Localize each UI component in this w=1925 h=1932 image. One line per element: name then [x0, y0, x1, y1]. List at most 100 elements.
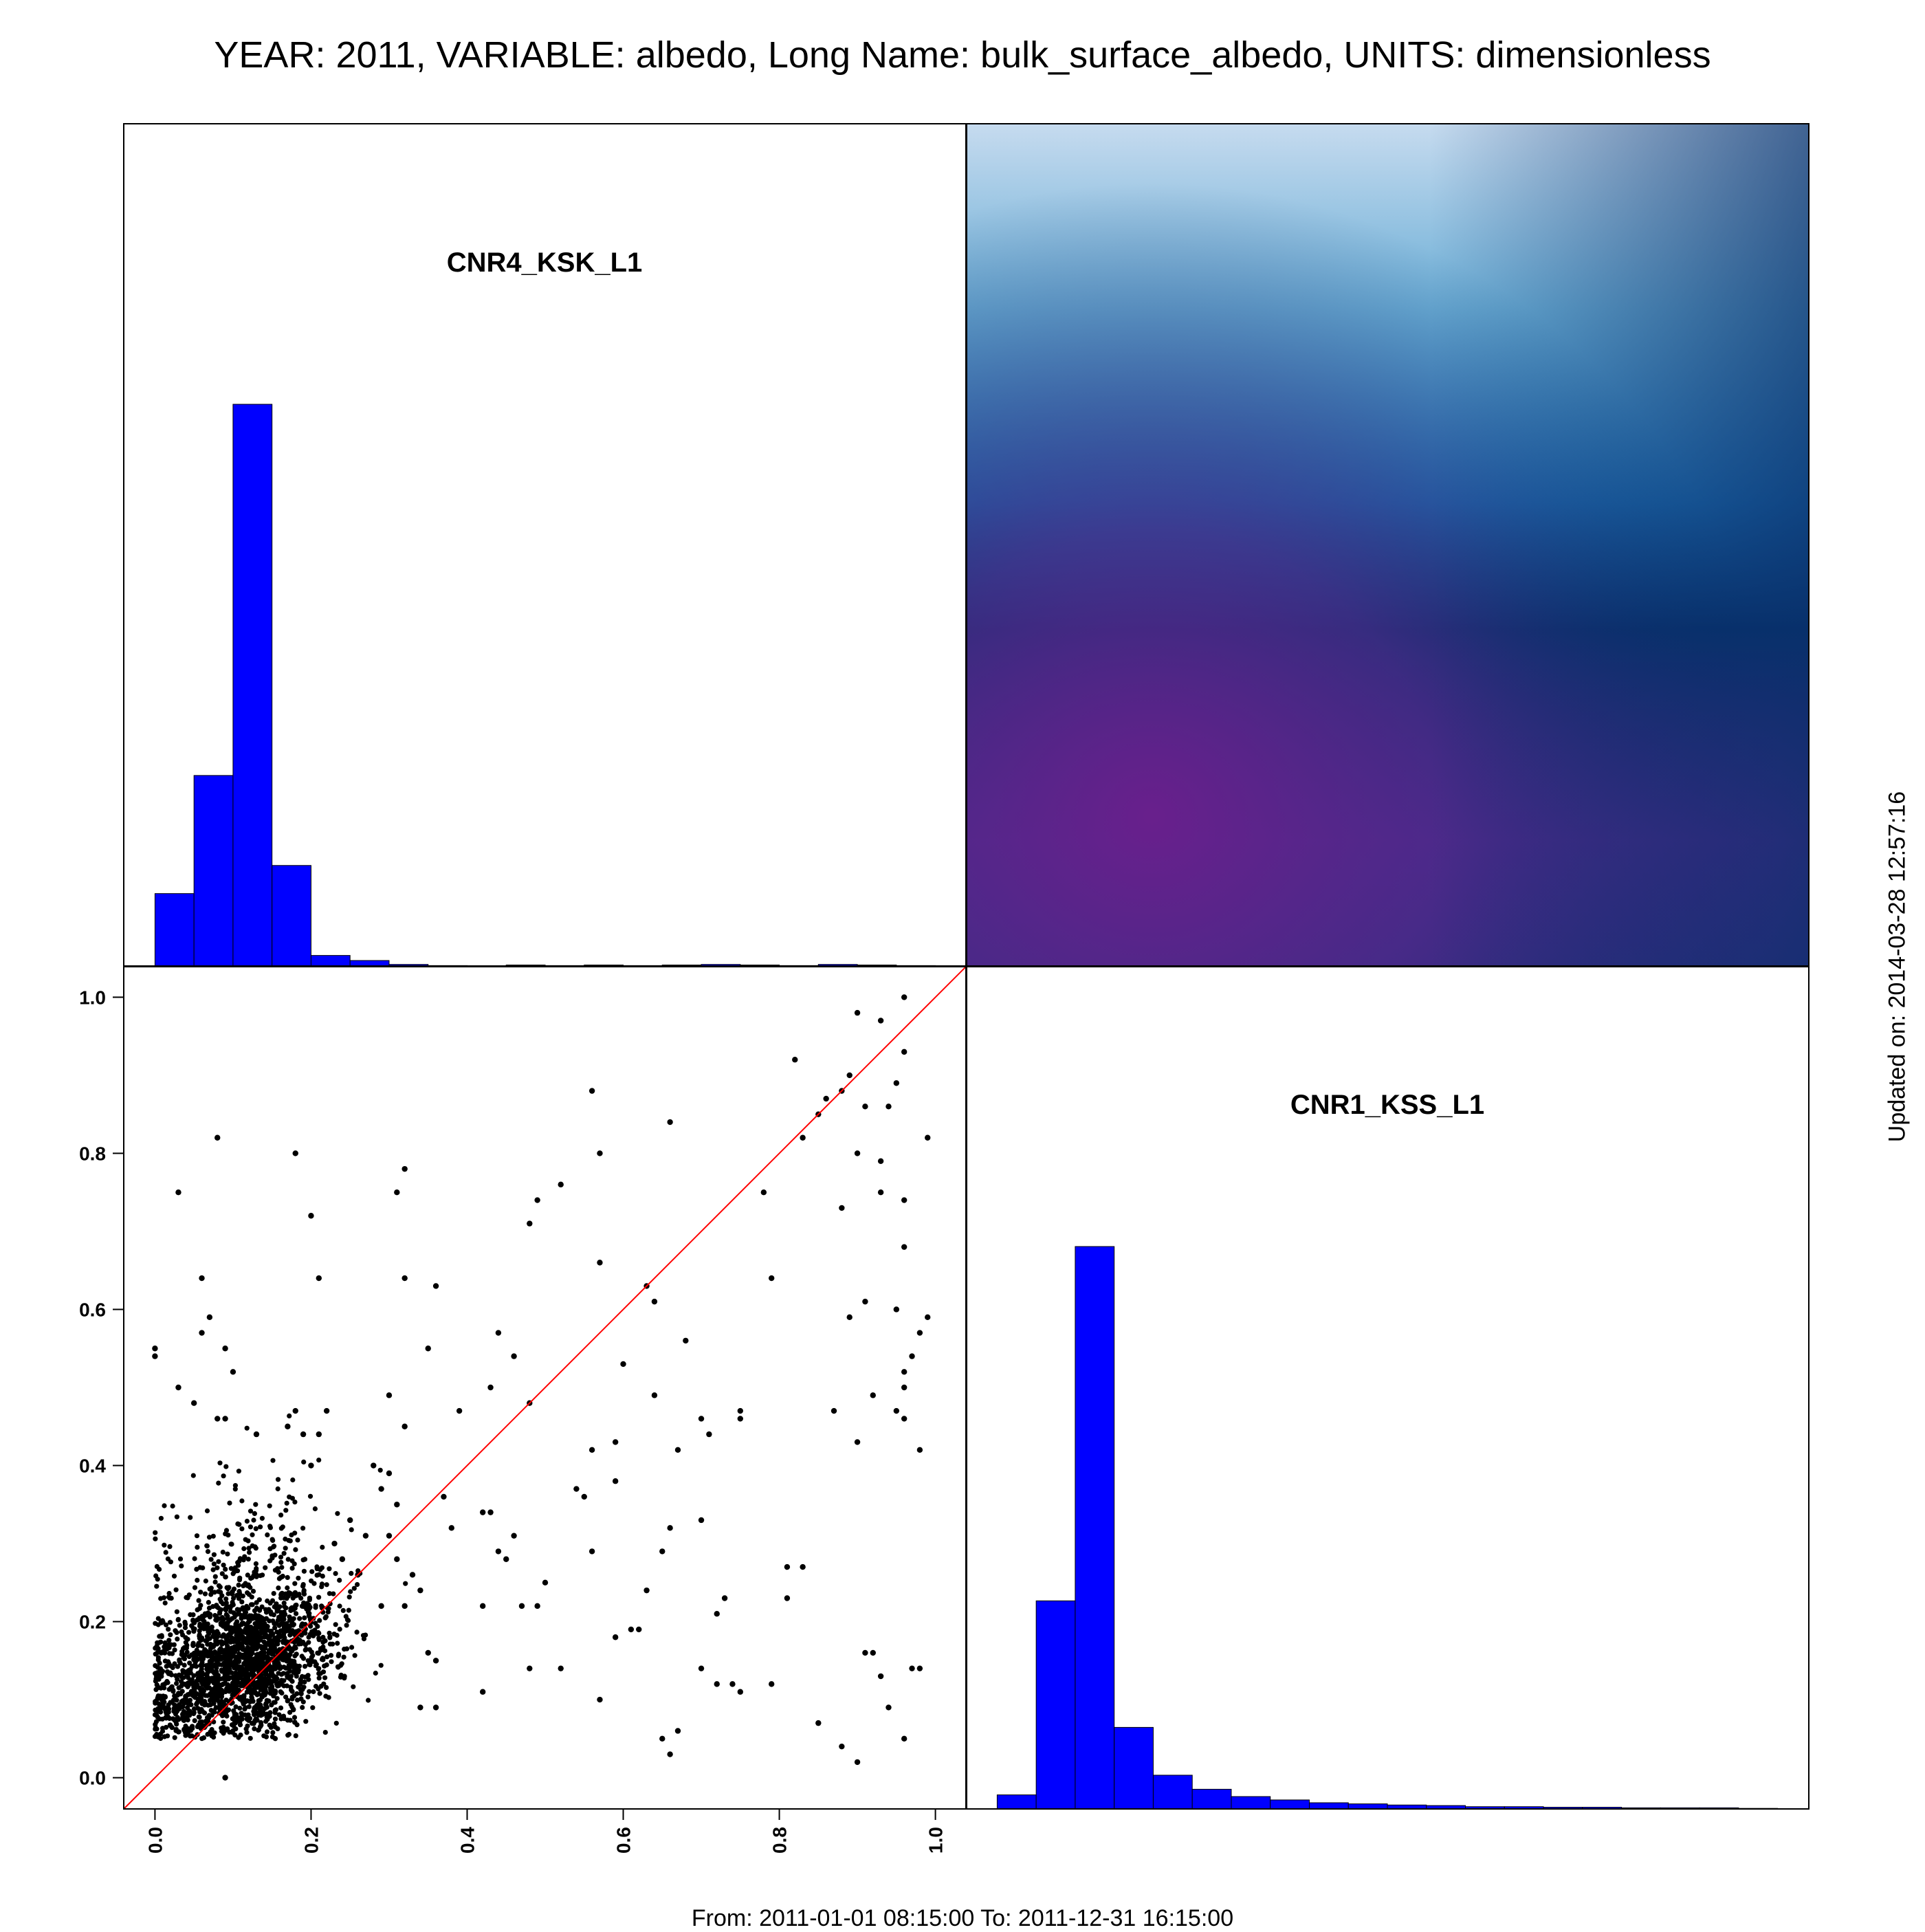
- scatter-point: [261, 1711, 266, 1717]
- scatter-point: [612, 1478, 619, 1484]
- scatter-point: [278, 1689, 283, 1695]
- scatter-point: [245, 1645, 250, 1650]
- scatter-point: [192, 1658, 198, 1664]
- scatter-point: [314, 1564, 320, 1570]
- scatter-point: [236, 1627, 243, 1632]
- scatter-point: [320, 1573, 325, 1579]
- scatter-point: [157, 1634, 162, 1639]
- scatter-point: [308, 1213, 314, 1219]
- scatter-point: [854, 1439, 861, 1445]
- scatter-point: [233, 1726, 239, 1732]
- scatter-point: [195, 1607, 200, 1612]
- scatter-point: [152, 1353, 158, 1359]
- scatter-point: [342, 1676, 347, 1681]
- scatter-point: [173, 1587, 179, 1592]
- scatter-point: [377, 1467, 383, 1473]
- scatter-point: [201, 1688, 206, 1694]
- scatter-point: [162, 1650, 168, 1656]
- scatter-point: [256, 1727, 261, 1733]
- scatter-point: [212, 1590, 217, 1595]
- scatter-point: [337, 1627, 342, 1632]
- scatter-point: [251, 1572, 256, 1578]
- scatter-point: [278, 1555, 284, 1560]
- histogram-bar: [1035, 1600, 1076, 1810]
- scatter-point: [800, 1563, 806, 1570]
- scatter-point: [173, 1726, 179, 1732]
- scatter-point: [324, 1684, 329, 1690]
- scatter-point: [230, 1646, 236, 1651]
- scatter-point: [267, 1525, 273, 1530]
- scatter-point: [305, 1694, 311, 1700]
- scatter-point: [588, 1548, 595, 1555]
- scatter-point: [236, 1577, 243, 1583]
- scatter-point: [206, 1631, 212, 1636]
- scatter-point: [272, 1621, 277, 1627]
- scatter-point: [248, 1735, 253, 1741]
- scatter-point: [909, 1665, 915, 1671]
- scatter-point: [295, 1537, 300, 1543]
- scatter-point: [901, 1049, 908, 1055]
- scatter-point: [156, 1701, 162, 1706]
- scatter-point: [199, 1275, 205, 1282]
- scatter-point: [239, 1599, 245, 1605]
- scatter-point: [308, 1623, 314, 1629]
- scatter-point: [261, 1733, 267, 1739]
- scatter-point: [279, 1565, 285, 1570]
- scatter-point: [784, 1563, 791, 1570]
- scatter-point: [203, 1638, 208, 1643]
- scatter-point: [153, 1725, 158, 1731]
- scatter-point: [361, 1636, 367, 1642]
- scatter-point: [224, 1685, 230, 1691]
- scatter-point: [216, 1559, 221, 1564]
- scatter-point: [234, 1607, 240, 1612]
- scatter-point: [167, 1544, 173, 1549]
- scatter-point: [203, 1578, 208, 1584]
- scatter-point: [153, 1536, 158, 1541]
- scatter-point: [197, 1628, 202, 1634]
- x-tick-label: 0.4: [456, 1827, 478, 1854]
- reference-line: [123, 965, 967, 1810]
- scatter-point: [204, 1675, 210, 1680]
- scatter-point: [225, 1658, 231, 1664]
- scatter-point: [862, 1649, 868, 1656]
- scatter-point: [209, 1624, 214, 1629]
- scatter-point: [262, 1629, 267, 1634]
- scatter-point: [287, 1651, 293, 1657]
- scatter-point: [901, 1735, 908, 1742]
- scatter-point: [162, 1734, 167, 1739]
- scatter-point: [195, 1642, 201, 1647]
- scatter-point: [232, 1565, 238, 1570]
- scatter-point: [242, 1554, 248, 1559]
- scatter-point: [335, 1511, 340, 1516]
- scatter-point: [292, 1407, 298, 1414]
- scatter-point: [280, 1618, 285, 1623]
- scatter-point: [267, 1722, 272, 1728]
- scatter-point: [241, 1546, 247, 1552]
- scatter-point: [217, 1703, 223, 1709]
- scatter-point: [448, 1525, 454, 1531]
- scatter-point: [916, 1447, 923, 1453]
- scatter-point: [208, 1654, 214, 1660]
- scatter-point: [238, 1652, 243, 1658]
- scatter-point: [245, 1631, 250, 1636]
- scatter-point: [620, 1361, 626, 1368]
- scatter-point: [527, 1665, 533, 1671]
- scatter-point: [214, 1604, 219, 1610]
- scatter-point: [187, 1660, 192, 1666]
- scatter-point: [208, 1663, 213, 1669]
- scatter-point: [223, 1677, 228, 1682]
- scatter-point: [274, 1681, 279, 1687]
- scatter-point: [269, 1702, 274, 1708]
- scatter-point: [270, 1651, 276, 1657]
- scatter-point: [270, 1671, 275, 1677]
- scatter-point: [495, 1330, 502, 1336]
- scatter-point: [230, 1651, 236, 1656]
- scatter-point: [199, 1706, 204, 1712]
- scatter-point: [901, 994, 908, 1000]
- scatter-point: [302, 1557, 308, 1562]
- scatter-point: [246, 1665, 252, 1671]
- scatter-point: [223, 1464, 229, 1469]
- y-tick-label: 0.4: [79, 1456, 106, 1477]
- scatter-point: [253, 1526, 258, 1531]
- scatter-point: [225, 1551, 230, 1557]
